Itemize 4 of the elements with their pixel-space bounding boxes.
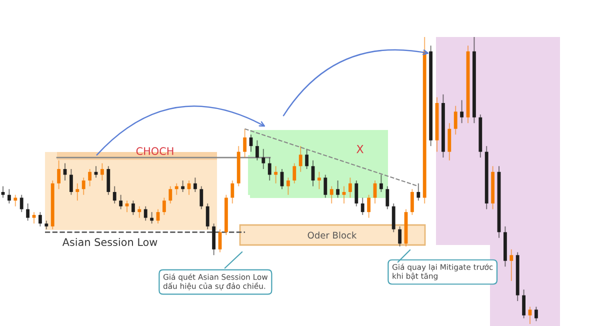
ref-line-label: Asian Session Low [62, 238, 158, 246]
annotation: X [356, 144, 364, 154]
ref-line-label: CHOCH [136, 147, 174, 156]
annotation: Oder Block [308, 232, 357, 239]
